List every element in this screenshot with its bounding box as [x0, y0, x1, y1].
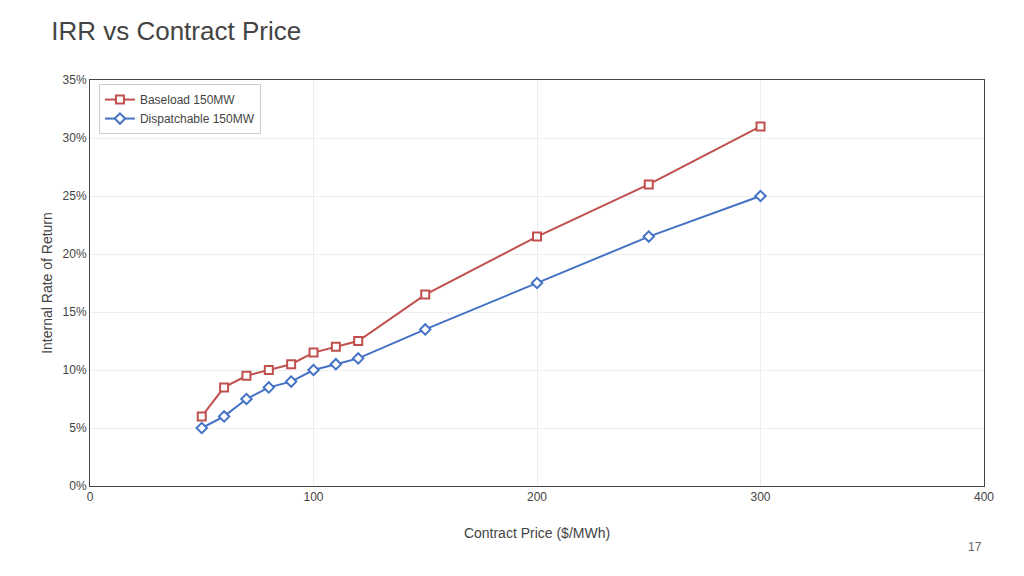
svg-text:0: 0 [87, 490, 94, 504]
svg-text:200: 200 [527, 490, 547, 504]
svg-text:25%: 25% [63, 189, 87, 203]
svg-text:Dispatchable 150MW: Dispatchable 150MW [140, 112, 255, 126]
svg-text:Internal Rate of Return: Internal Rate of Return [39, 212, 55, 354]
svg-text:30%: 30% [63, 131, 87, 145]
svg-text:400: 400 [974, 490, 994, 504]
svg-text:15%: 15% [63, 305, 87, 319]
svg-text:5%: 5% [69, 421, 87, 435]
svg-text:17: 17 [968, 540, 982, 554]
svg-text:20%: 20% [63, 247, 87, 261]
svg-text:Baseload 150MW: Baseload 150MW [140, 93, 235, 107]
svg-text:Contract Price ($/MWh): Contract Price ($/MWh) [464, 525, 610, 541]
svg-text:IRR vs Contract Price: IRR vs Contract Price [51, 16, 301, 46]
svg-text:300: 300 [750, 490, 770, 504]
svg-text:35%: 35% [63, 73, 87, 87]
svg-text:0%: 0% [69, 479, 87, 493]
svg-text:10%: 10% [63, 363, 87, 377]
svg-text:100: 100 [303, 490, 323, 504]
